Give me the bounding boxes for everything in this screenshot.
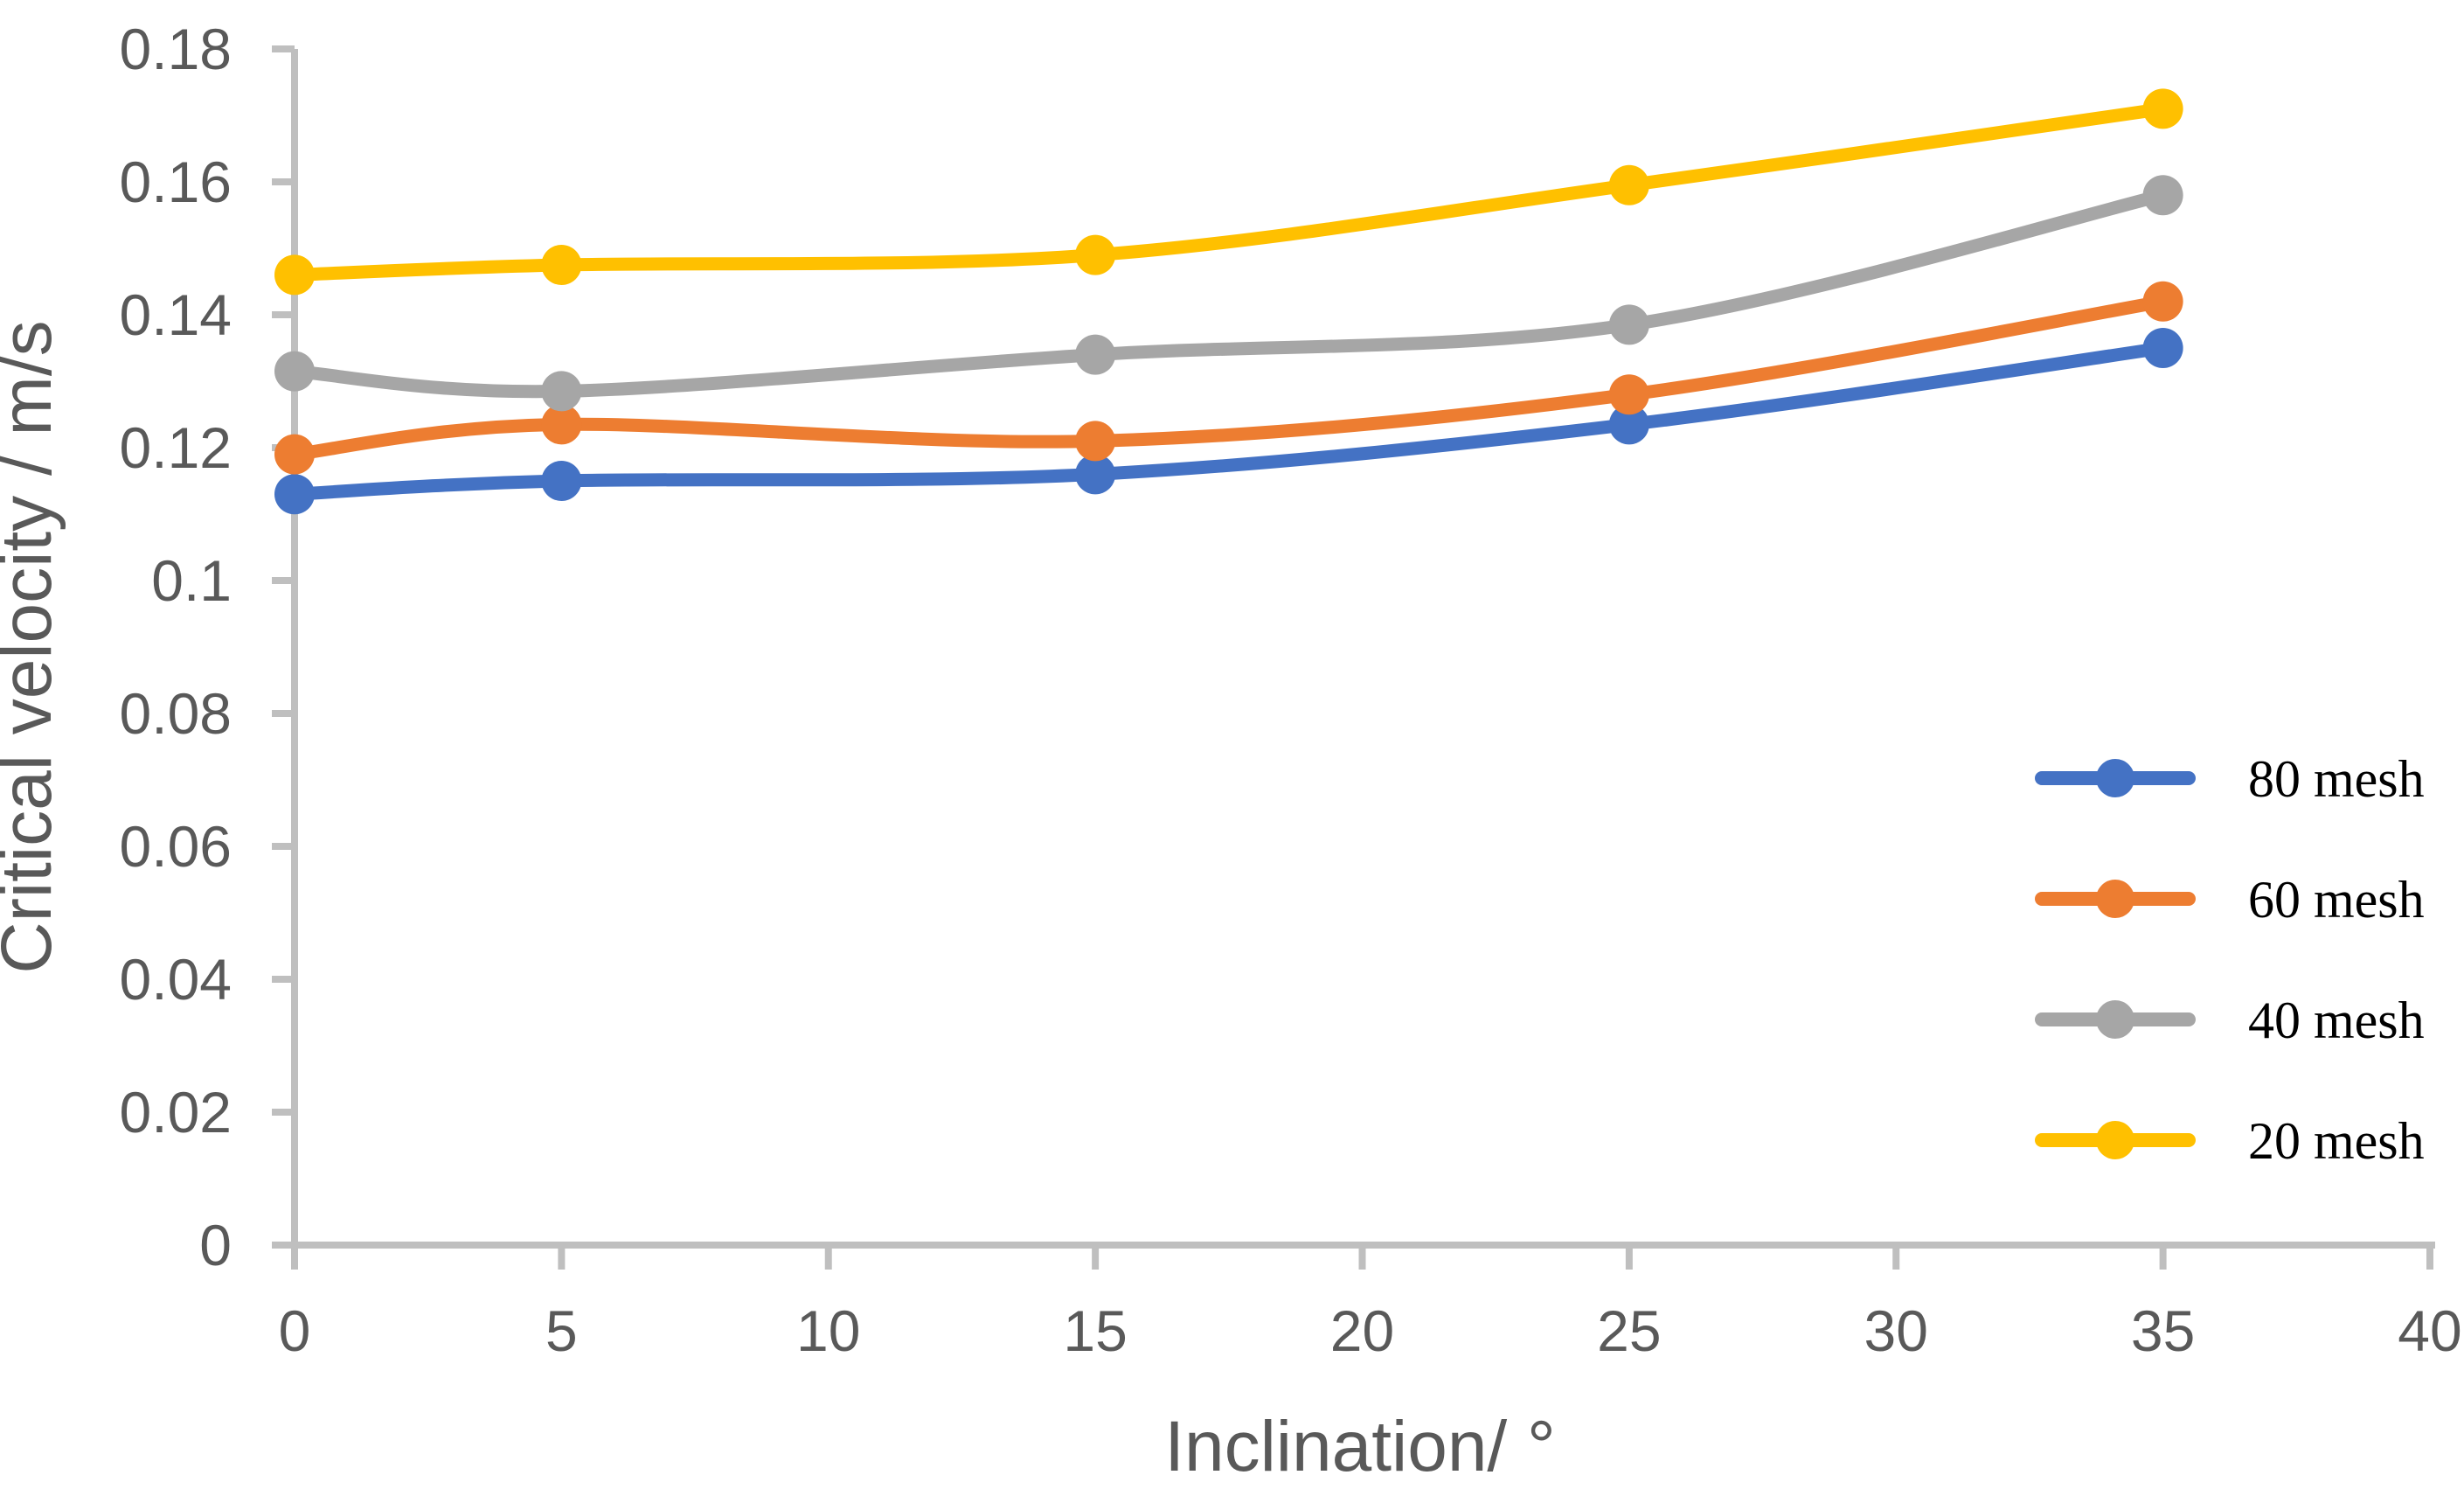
data-point-marker xyxy=(1608,404,1649,445)
x-axis: 0 5 10 15 20 25 30 35 40 xyxy=(274,1242,2462,1363)
y-tick-label: 0.16 xyxy=(120,150,232,214)
x-tick-label: 25 xyxy=(1597,1298,1661,1363)
y-tick-label: 0.1 xyxy=(151,548,232,613)
legend-item-40-mesh: 40 mesh xyxy=(2035,992,2425,1049)
data-point-marker xyxy=(1608,304,1649,345)
x-axis-title: Inclination/ ° xyxy=(1164,1407,1556,1486)
y-axis: 0 0.02 0.04 0.06 0.08 0.1 0.12 0.14 0.16 0.18 xyxy=(120,17,298,1277)
y-tick-label: 0.02 xyxy=(120,1080,232,1145)
y-tick-label: 0.04 xyxy=(120,947,232,1012)
x-tick-label: 20 xyxy=(1330,1298,1394,1363)
data-point-marker xyxy=(541,404,582,445)
x-tick-label: 15 xyxy=(1063,1298,1127,1363)
series-80-mesh xyxy=(274,328,2183,515)
x-tick-label: 35 xyxy=(2131,1298,2195,1363)
legend-marker-icon xyxy=(2096,880,2134,918)
series-line xyxy=(288,295,2170,462)
data-point-marker xyxy=(1608,164,1649,205)
data-point-marker xyxy=(1075,454,1116,495)
y-tick-label: 0.14 xyxy=(120,282,232,347)
x-tick-label: 0 xyxy=(279,1298,311,1363)
legend-item-label: 60 mesh xyxy=(2248,871,2425,929)
x-tick-label: 30 xyxy=(1864,1298,1928,1363)
legend-item-label: 40 mesh xyxy=(2248,992,2425,1049)
data-point-marker xyxy=(541,371,582,412)
data-point-marker xyxy=(1075,334,1116,375)
data-point-marker xyxy=(274,434,315,475)
data-point-marker xyxy=(541,245,582,285)
legend-item-60-mesh: 60 mesh xyxy=(2035,871,2425,929)
series-line xyxy=(288,341,2170,501)
x-tick-label: 10 xyxy=(796,1298,860,1363)
series-group xyxy=(274,88,2183,515)
series-line xyxy=(288,101,2170,282)
x-tick-label: 5 xyxy=(545,1298,578,1363)
data-point-marker xyxy=(2142,175,2183,216)
y-tick-label: 0.12 xyxy=(120,415,232,480)
legend-marker-icon xyxy=(2096,759,2134,797)
series-20-mesh xyxy=(274,88,2183,296)
series-line xyxy=(288,188,2170,399)
y-tick-label: 0 xyxy=(199,1213,232,1277)
data-point-marker xyxy=(2142,88,2183,129)
y-tick-label: 0.08 xyxy=(120,681,232,746)
data-point-marker xyxy=(274,474,315,515)
y-tick-label: 0.06 xyxy=(120,814,232,879)
legend-marker-icon xyxy=(2096,1000,2134,1039)
legend-marker-icon xyxy=(2096,1121,2134,1159)
legend-item-20-mesh: 20 mesh xyxy=(2035,1112,2425,1170)
legend-item-label: 20 mesh xyxy=(2248,1112,2425,1170)
data-point-marker xyxy=(2142,281,2183,322)
y-tick-label: 0.18 xyxy=(120,17,232,81)
data-point-marker xyxy=(274,351,315,392)
data-point-marker xyxy=(1608,374,1649,415)
data-point-marker xyxy=(2142,328,2183,368)
x-tick-label: 40 xyxy=(2398,1298,2461,1363)
legend: 80 mesh 60 mesh 40 mesh 20 mesh xyxy=(2035,750,2425,1170)
y-axis-title: Critical velocity / m/s xyxy=(0,320,66,973)
data-point-marker xyxy=(541,461,582,501)
legend-item-80-mesh: 80 mesh xyxy=(2035,750,2425,808)
series-60-mesh xyxy=(274,281,2183,475)
legend-item-label: 80 mesh xyxy=(2248,750,2425,808)
data-point-marker xyxy=(1075,234,1116,275)
data-point-marker xyxy=(274,254,315,296)
data-point-marker xyxy=(1075,421,1116,462)
series-40-mesh xyxy=(274,175,2183,412)
